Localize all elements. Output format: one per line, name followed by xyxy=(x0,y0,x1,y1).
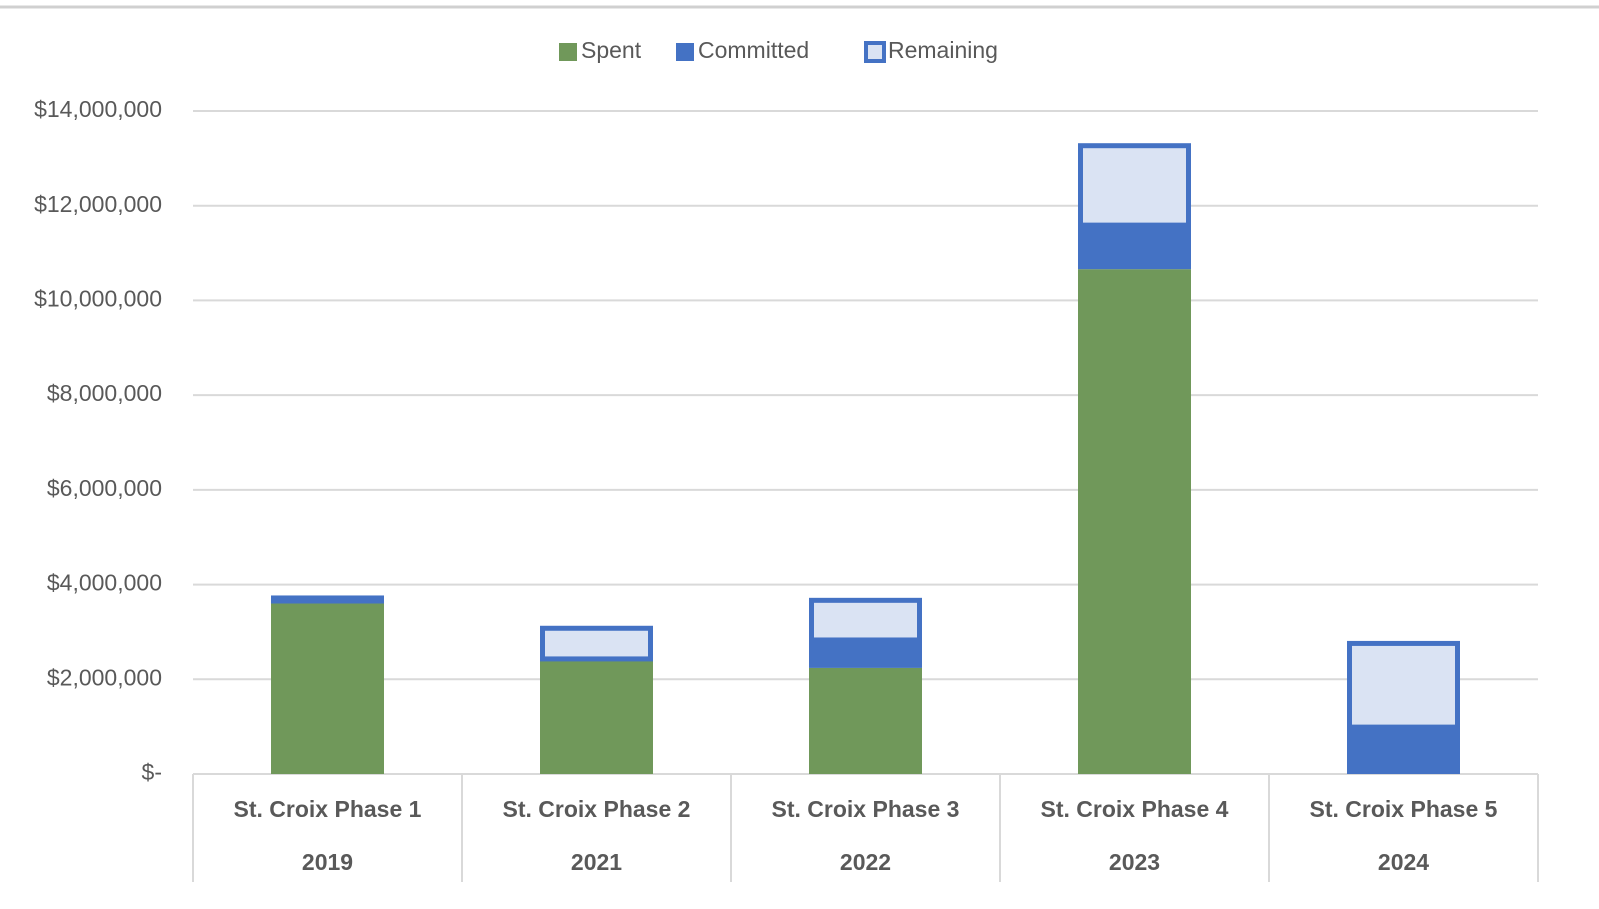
legend-swatch xyxy=(559,43,577,61)
legend-swatch xyxy=(864,41,886,63)
y-tick-label: $4,000,000 xyxy=(47,570,162,596)
y-tick-label: $14,000,000 xyxy=(34,96,162,122)
bar-segment xyxy=(271,603,384,774)
x-tick-label: St. Croix Phase 2 xyxy=(503,796,691,822)
x-group-label: 2024 xyxy=(1378,849,1429,875)
x-tick-label: St. Croix Phase 5 xyxy=(1310,796,1498,822)
y-tick-label: $6,000,000 xyxy=(47,475,162,501)
bar-segment xyxy=(540,625,653,662)
y-tick-label: $10,000,000 xyxy=(34,286,162,312)
bar-segment xyxy=(1078,269,1191,774)
x-tick-label: St. Croix Phase 3 xyxy=(772,796,960,822)
bar-segment xyxy=(1347,640,1460,730)
x-group-label: 2019 xyxy=(302,849,353,875)
bar-segment xyxy=(809,597,922,643)
x-group-label: 2023 xyxy=(1109,849,1160,875)
bar-segment xyxy=(1078,225,1191,270)
bar-segment xyxy=(809,639,922,668)
y-tick-label: $- xyxy=(142,759,162,785)
x-group-label: 2021 xyxy=(571,849,622,875)
bar-segment xyxy=(271,595,384,604)
bar-segment xyxy=(1347,727,1460,774)
x-tick-label: St. Croix Phase 1 xyxy=(234,796,422,822)
x-tick-label: St. Croix Phase 4 xyxy=(1041,796,1229,822)
legend-label: Committed xyxy=(698,37,809,63)
legend-label: Remaining xyxy=(888,37,998,63)
bar-segment xyxy=(540,658,653,774)
y-tick-label: $8,000,000 xyxy=(47,380,162,406)
bar-segment xyxy=(1078,143,1191,228)
bar-segment xyxy=(809,667,922,774)
legend-swatch xyxy=(676,43,694,61)
legend-label: Spent xyxy=(581,37,642,63)
y-tick-label: $2,000,000 xyxy=(47,664,162,690)
y-tick-label: $12,000,000 xyxy=(34,191,162,217)
x-group-label: 2022 xyxy=(840,849,891,875)
